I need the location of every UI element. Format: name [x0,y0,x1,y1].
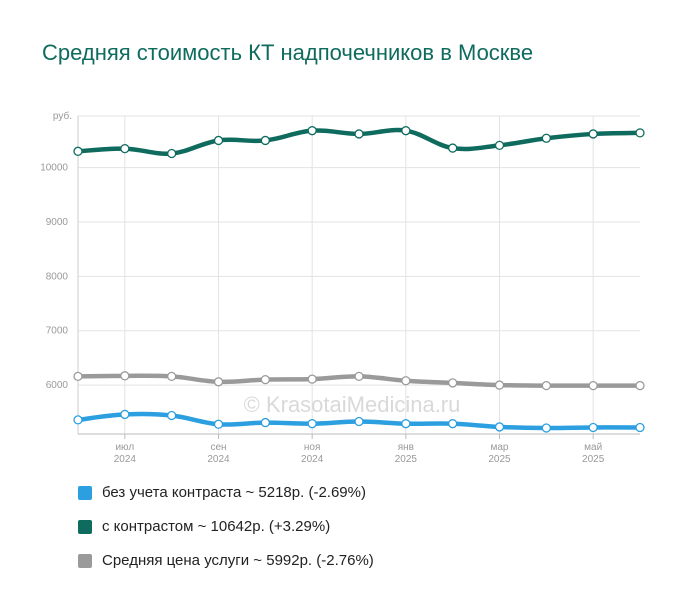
data-point[interactable] [635,380,645,391]
data-point[interactable] [307,126,317,136]
data-point[interactable] [401,376,411,386]
data-point[interactable] [120,371,130,381]
data-point[interactable] [494,380,505,390]
x-tick-label: май [584,442,602,453]
data-point[interactable] [260,417,270,428]
series-points [73,126,645,433]
legend: без учета контраста ~ 5218р. (-2.69%) с к… [78,484,374,586]
data-point[interactable] [354,371,364,382]
data-point[interactable] [354,416,364,427]
data-point[interactable] [588,129,598,139]
data-point[interactable] [167,410,177,421]
data-point[interactable] [541,423,551,433]
data-point[interactable] [73,415,83,425]
data-point[interactable] [120,143,130,154]
data-point[interactable] [494,422,505,432]
data-point[interactable] [494,140,505,151]
x-tick-year-label: 2024 [207,454,230,465]
data-point[interactable] [307,419,317,429]
data-point[interactable] [167,371,177,382]
y-tick-label: 8000 [46,271,69,282]
series-lines [75,127,643,431]
data-point[interactable] [401,419,411,429]
x-tick-year-label: 2025 [488,454,511,465]
data-point[interactable] [588,380,598,391]
data-point[interactable] [448,419,458,429]
x-tick-year-label: 2024 [301,454,324,465]
data-point[interactable] [213,419,224,429]
legend-swatch [78,485,92,500]
data-point[interactable] [260,374,270,385]
data-point[interactable] [167,148,177,159]
x-tick-year-label: 2025 [582,454,605,465]
data-point[interactable] [73,371,83,382]
data-point[interactable] [401,126,411,136]
legend-item-0[interactable]: без учета контраста ~ 5218р. (-2.69%) [78,484,374,501]
legend-swatch [78,519,92,534]
data-point[interactable] [354,129,364,139]
axes: 600070008000900010000руб.июл2024сен2024н… [40,110,640,465]
data-point[interactable] [260,135,270,146]
data-point[interactable] [307,374,317,384]
x-tick-label: июл [115,442,134,453]
legend-label: Средняя цена услуги ~ 5992р. (-2.76%) [102,552,374,569]
data-point[interactable] [635,128,645,138]
data-point[interactable] [213,135,224,146]
x-tick-label: ноя [304,442,321,453]
data-point[interactable] [448,143,458,153]
y-unit-label: руб. [53,110,72,122]
y-tick-label: 9000 [46,217,69,228]
legend-swatch [78,553,92,568]
y-tick-label: 6000 [46,380,69,391]
y-tick-label: 7000 [46,326,69,337]
data-point[interactable] [120,409,130,420]
data-point[interactable] [635,422,645,433]
data-point[interactable] [541,133,551,143]
legend-item-2[interactable]: Средняя цена услуги ~ 5992р. (-2.76%) [78,552,374,569]
data-point[interactable] [448,378,458,388]
data-point[interactable] [588,422,598,433]
y-tick-label: 10000 [40,163,68,174]
watermark: © KrasotaiMedicina.ru [244,392,461,417]
legend-label: с контрастом ~ 10642р. (+3.29%) [102,518,331,535]
x-tick-label: янв [398,442,414,453]
data-point[interactable] [213,377,224,387]
chart-title: Средняя стоимость КТ надпочечников в Мос… [42,40,534,65]
legend-item-1[interactable]: с контрастом ~ 10642р. (+3.29%) [78,518,374,535]
legend-label: без учета контраста ~ 5218р. (-2.69%) [102,484,366,501]
x-tick-label: сен [210,442,226,453]
data-point[interactable] [541,380,551,391]
x-tick-year-label: 2025 [395,454,418,465]
data-point[interactable] [73,146,83,156]
x-tick-label: мар [491,442,509,453]
x-tick-year-label: 2024 [114,454,137,465]
